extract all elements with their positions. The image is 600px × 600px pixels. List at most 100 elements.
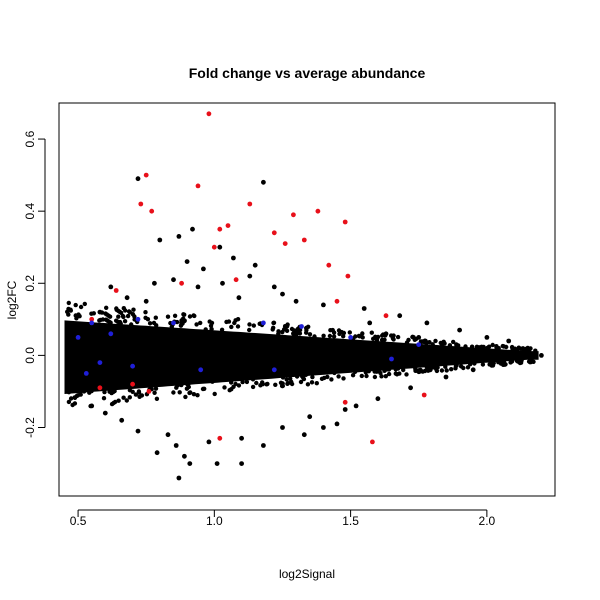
band-point xyxy=(449,367,454,372)
band-point xyxy=(504,344,509,350)
dense-point-band xyxy=(64,300,539,409)
black-point xyxy=(367,320,373,326)
band-point xyxy=(121,395,126,400)
band-point xyxy=(219,327,225,332)
black-point xyxy=(165,432,171,438)
band-point xyxy=(107,314,113,319)
black-point xyxy=(342,407,348,412)
band-point xyxy=(309,380,315,385)
band-point xyxy=(494,345,499,350)
red-point xyxy=(130,381,136,387)
band-point xyxy=(145,317,151,322)
band-point xyxy=(151,320,157,326)
band-point xyxy=(486,344,492,349)
band-point xyxy=(364,373,369,379)
band-point xyxy=(336,328,342,333)
band-point xyxy=(434,368,440,374)
black-point xyxy=(206,439,212,445)
band-point xyxy=(360,331,365,336)
band-point xyxy=(284,377,289,382)
black-point xyxy=(484,335,490,340)
band-point xyxy=(280,329,285,335)
band-point xyxy=(352,369,358,374)
band-point xyxy=(191,392,197,397)
blue-point xyxy=(89,320,95,326)
blue-point xyxy=(75,335,81,340)
band-point xyxy=(127,388,133,393)
band-point xyxy=(112,399,118,405)
band-point xyxy=(181,316,186,321)
band-point xyxy=(247,327,252,333)
black-point xyxy=(67,360,73,365)
band-point xyxy=(298,379,304,385)
x-tick-label: 2.0 xyxy=(479,514,496,528)
blue-point xyxy=(171,320,176,326)
band-point xyxy=(360,335,365,340)
band-point xyxy=(121,314,126,320)
band-point xyxy=(210,379,215,384)
red-point xyxy=(179,280,185,286)
band-point xyxy=(183,394,188,400)
band-point xyxy=(194,322,199,327)
band-point xyxy=(174,319,180,325)
black-point xyxy=(217,244,223,250)
black-point xyxy=(135,176,141,182)
band-point xyxy=(139,393,145,398)
band-point xyxy=(329,377,334,382)
red-point xyxy=(217,226,223,232)
band-point xyxy=(72,388,77,393)
band-point xyxy=(119,310,124,315)
black-point xyxy=(231,255,236,261)
black-point xyxy=(176,475,182,481)
band-point xyxy=(468,362,473,367)
band-point xyxy=(434,364,439,369)
black-point xyxy=(143,298,149,304)
black-point xyxy=(261,179,266,185)
band-point xyxy=(336,374,341,379)
band-point xyxy=(382,368,387,373)
band-point xyxy=(369,330,374,335)
band-point xyxy=(236,383,242,388)
band-point xyxy=(463,344,468,349)
y-tick-label: 0.4 xyxy=(23,203,37,220)
band-point xyxy=(305,382,311,387)
red-point xyxy=(143,172,149,178)
band-point xyxy=(509,359,515,364)
band-point xyxy=(531,359,536,364)
red-point xyxy=(233,277,239,283)
x-tick-label: 0.5 xyxy=(70,514,87,528)
band-point xyxy=(233,381,238,387)
band-point xyxy=(66,390,72,395)
band-point xyxy=(122,319,128,324)
black-point xyxy=(108,284,114,290)
band-point xyxy=(404,372,409,377)
black-point xyxy=(517,356,522,362)
band-point xyxy=(152,390,157,395)
x-tick-label: 1.0 xyxy=(206,514,223,528)
band-point xyxy=(77,314,82,319)
band-point xyxy=(510,346,515,351)
band-point xyxy=(280,375,286,380)
band-point xyxy=(153,315,158,320)
band-point xyxy=(425,365,430,370)
band-point xyxy=(273,382,278,387)
band-point xyxy=(312,334,317,339)
black-point xyxy=(539,353,544,358)
red-point xyxy=(271,230,277,236)
band-point xyxy=(250,377,256,382)
band-point xyxy=(415,368,421,373)
band-point xyxy=(124,398,129,403)
band-point xyxy=(104,305,109,310)
red-point xyxy=(383,313,389,319)
band-point xyxy=(188,390,193,395)
band-point xyxy=(129,322,134,327)
black-point xyxy=(383,331,389,337)
band-point xyxy=(127,395,132,400)
red-point xyxy=(291,212,296,218)
band-point xyxy=(331,334,337,339)
band-point xyxy=(254,380,259,386)
band-point xyxy=(280,381,285,386)
chart-title: Fold change vs average abundance xyxy=(189,65,426,81)
band-point xyxy=(372,374,378,380)
band-point xyxy=(330,327,335,333)
